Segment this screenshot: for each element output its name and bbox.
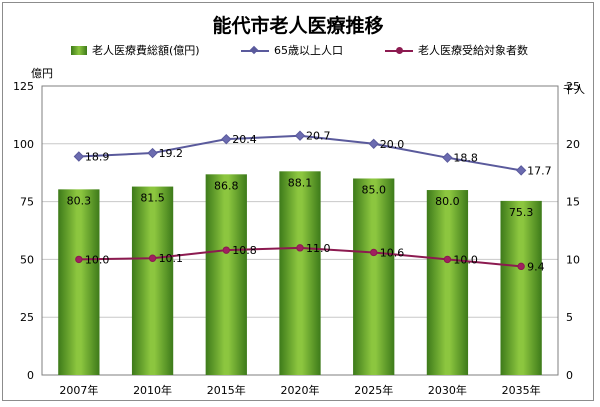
legend-label-bar: 老人医療費総額(億円)	[92, 44, 200, 57]
left-tick-label-25: 25	[20, 311, 34, 324]
pop-value-label-5: 18.8	[453, 152, 478, 165]
pop-value-label-0: 18.9	[85, 151, 110, 164]
pop-point-3	[294, 130, 306, 141]
x-tick-label-4: 2025年	[354, 383, 393, 397]
pop-point-2	[221, 133, 232, 145]
bar-value-label-5: 80.0	[435, 195, 460, 208]
bar-6	[500, 200, 542, 375]
chart-title: 能代市老人医療推移	[212, 15, 384, 37]
bar-value-label-1: 81.5	[140, 192, 165, 205]
recipients-value-label-1: 10.1	[159, 252, 184, 265]
legend-swatch-bar	[71, 46, 87, 55]
bar-0	[58, 189, 100, 375]
right-tick-label-10: 10	[566, 253, 580, 266]
recipients-point-1	[148, 254, 157, 262]
chart-frame: 能代市老人医療推移 老人医療費総額(億円) 65歳以上人口 老人医療受給対象者数…	[2, 2, 594, 401]
left-tick-label-125: 125	[13, 80, 34, 93]
recipients-value-label-5: 10.0	[453, 253, 478, 266]
recipients-point-0	[75, 255, 83, 264]
bar-4	[353, 178, 395, 375]
legend-item-bar: 老人医療費総額(億円)	[71, 43, 200, 59]
recipients-value-label-6: 9.4	[527, 260, 545, 273]
x-tick-label-3: 2020年	[281, 383, 320, 397]
x-tick-label-5: 2030年	[428, 383, 467, 397]
bar-value-label-2: 86.8	[214, 179, 239, 192]
legend-label-pop: 65歳以上人口	[274, 44, 343, 57]
pop-point-5	[442, 152, 453, 163]
recipients-point-2	[222, 246, 230, 254]
recipients-point-5	[443, 255, 452, 264]
left-tick-label-0: 0	[27, 369, 34, 382]
recipients-value-label-0: 10.0	[85, 253, 110, 266]
right-tick-label-15: 15	[566, 196, 580, 209]
left-tick-label-100: 100	[13, 138, 34, 151]
legend-item-pop: 65歳以上人口	[241, 43, 343, 59]
right-tick-label-20: 20	[566, 138, 580, 151]
bar-value-label-4: 85.0	[361, 183, 386, 196]
bar-5	[426, 190, 469, 375]
chart-svg: 0 25 50 75 100 125 0 5 10 15 20 25 80.3 81.5 86.8 88.1 8…	[13, 80, 580, 397]
recipients-point-3	[296, 244, 304, 252]
bar-2	[205, 174, 247, 375]
legend-swatch-recipients	[385, 46, 413, 55]
right-axis-unit: 千人	[563, 83, 585, 96]
x-tick-label-1: 2010年	[133, 383, 172, 397]
right-tick-label-0: 0	[566, 369, 573, 382]
x-tick-label-0: 2007年	[59, 383, 98, 397]
recipients-point-6	[517, 262, 525, 271]
pop-point-6	[515, 165, 527, 176]
pop-value-label-4: 20.0	[380, 138, 405, 151]
bar-value-label-6: 75.3	[509, 206, 534, 219]
x-tick-label-6: 2035年	[502, 383, 541, 397]
recipients-value-label-4: 10.6	[380, 246, 405, 259]
bar-1	[131, 186, 174, 375]
pop-point-4	[368, 138, 379, 150]
x-tick-label-2: 2015年	[207, 383, 246, 397]
pop-value-label-1: 19.2	[159, 147, 184, 160]
pop-point-1	[147, 147, 158, 159]
left-tick-label-50: 50	[20, 253, 34, 266]
recipients-point-4	[370, 248, 378, 257]
left-axis-unit: 億円	[31, 67, 53, 80]
right-tick-label-25: 25	[566, 80, 580, 93]
pop-point-0	[73, 151, 85, 162]
pop-value-label-3: 20.7	[306, 130, 331, 143]
bar-value-label-0: 80.3	[67, 194, 92, 207]
pop-value-label-6: 17.7	[527, 164, 552, 177]
recipients-value-label-2: 10.8	[232, 244, 256, 257]
right-tick-label-5: 5	[566, 311, 573, 324]
legend-item-recipients: 老人医療受給対象者数	[385, 43, 528, 59]
chart-legend: 老人医療費総額(億円) 65歳以上人口 老人医療受給対象者数	[63, 43, 583, 59]
legend-label-recipients: 老人医療受給対象者数	[418, 44, 528, 57]
legend-swatch-pop	[241, 46, 269, 55]
pop-value-label-2: 20.4	[232, 133, 256, 146]
recipients-value-label-3: 11.0	[306, 242, 331, 255]
bar-value-label-3: 88.1	[288, 176, 313, 189]
left-tick-label-75: 75	[20, 196, 34, 209]
bar-3	[279, 171, 321, 375]
